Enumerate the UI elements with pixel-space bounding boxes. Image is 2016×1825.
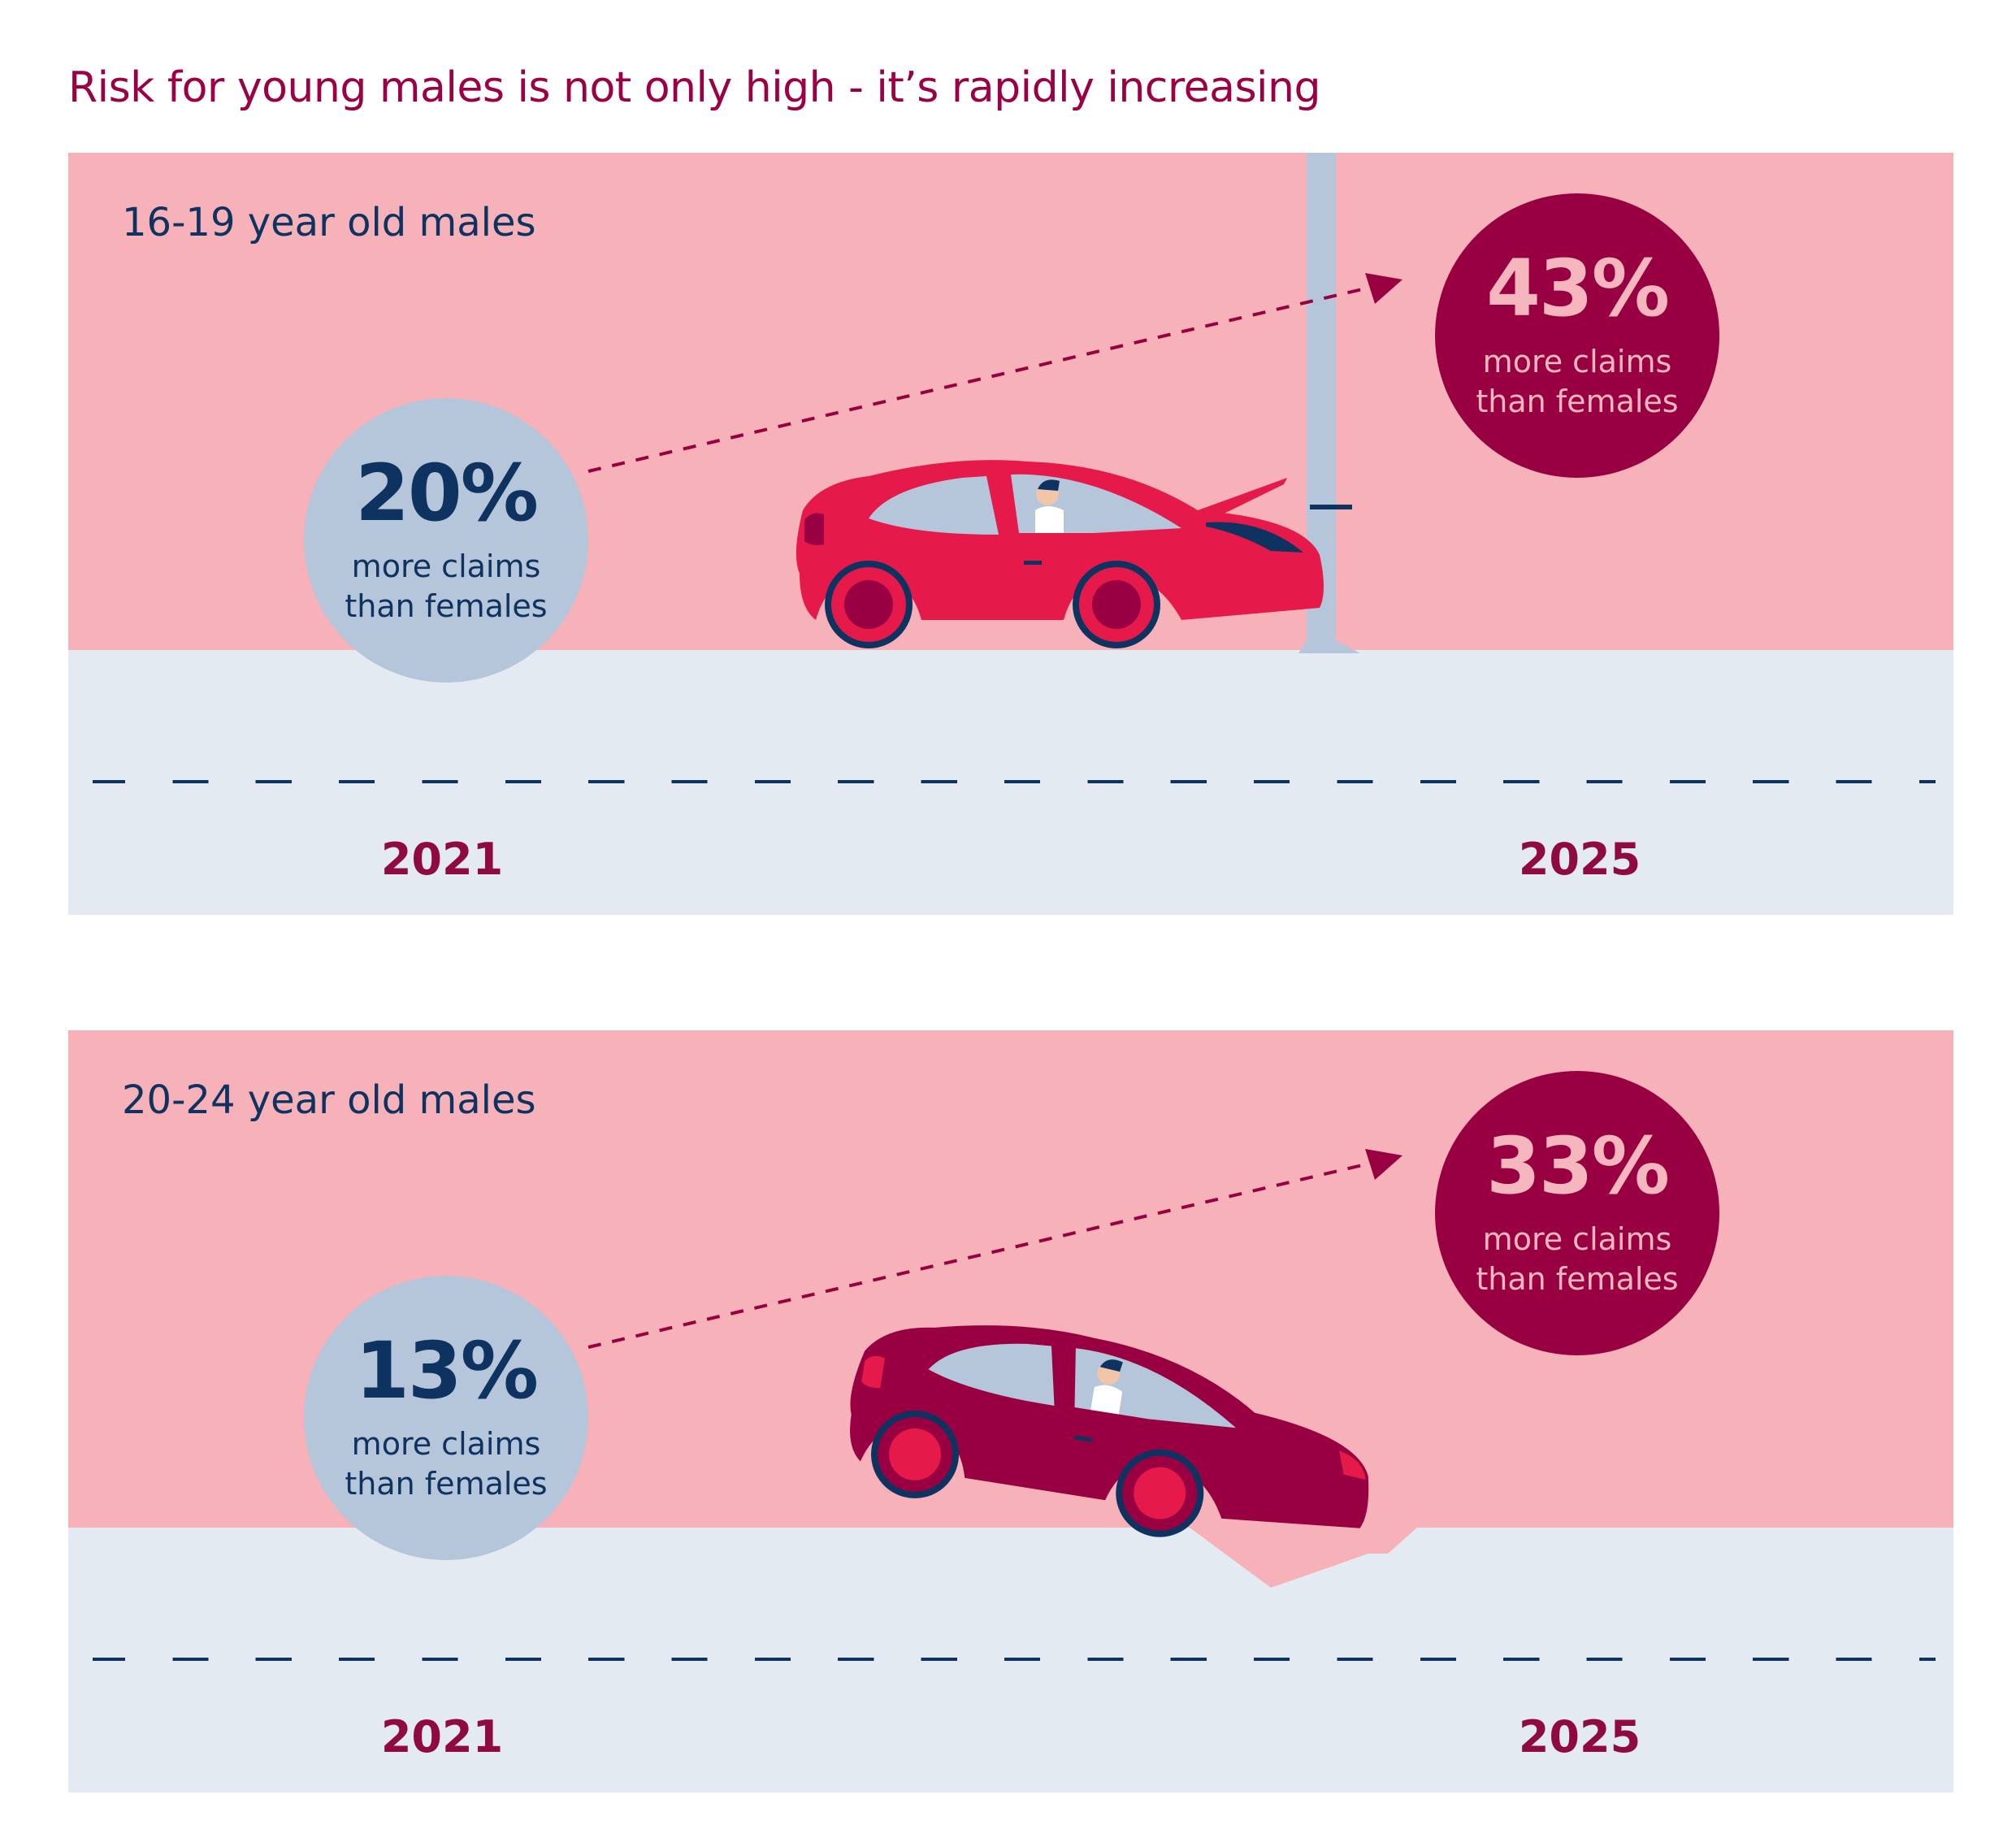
- page-title: Risk for young males is not only high - …: [68, 63, 1320, 112]
- end-description: more claims than females: [1476, 1220, 1678, 1300]
- desc-line-2: than females: [345, 1466, 548, 1502]
- end-percentage: 33%: [1486, 1120, 1670, 1212]
- start-description: more claims than females: [345, 1424, 547, 1505]
- desc-line-1: more claims: [1482, 343, 1672, 379]
- desc-line-1: more claims: [1482, 1220, 1672, 1257]
- start-description: more claims than females: [345, 547, 547, 627]
- end-description: more claims than females: [1476, 342, 1678, 423]
- lane-divider: [93, 1658, 1936, 1661]
- panel-20-24: 20-24 year old males 13% more claims tha…: [68, 1030, 1953, 1792]
- year-start: 2021: [380, 834, 504, 885]
- desc-line-1: more claims: [351, 1425, 541, 1462]
- trend-arrow-icon: [587, 1149, 1403, 1349]
- start-percentage: 13%: [355, 1324, 539, 1416]
- maroon-car-icon: [850, 1325, 1369, 1537]
- red-car-icon: [796, 460, 1324, 648]
- pothole-scene-illustration: [587, 1149, 1417, 1588]
- desc-line-1: more claims: [351, 548, 541, 584]
- desc-line-2: than females: [1476, 384, 1679, 419]
- desc-line-2: than females: [345, 588, 548, 624]
- end-stat-bubble: 33% more claims than females: [1435, 1071, 1719, 1355]
- end-percentage: 43%: [1486, 242, 1670, 334]
- crash-scene-illustration: [587, 153, 1403, 653]
- end-stat-bubble: 43% more claims than females: [1435, 193, 1719, 478]
- pothole-icon: [1190, 1528, 1417, 1588]
- desc-line-2: than females: [1476, 1261, 1679, 1297]
- lane-divider: [93, 780, 1936, 783]
- age-group-label: 20-24 year old males: [122, 1077, 536, 1123]
- start-stat-bubble: 20% more claims than females: [304, 398, 588, 683]
- age-group-label: 16-19 year old males: [122, 200, 536, 245]
- panel-16-19: 16-19 year old males 20% more claims tha…: [68, 153, 1953, 915]
- year-end: 2025: [1518, 834, 1641, 885]
- year-start: 2021: [380, 1711, 504, 1762]
- trend-arrow-icon: [587, 273, 1403, 473]
- start-percentage: 20%: [355, 447, 539, 539]
- start-stat-bubble: 13% more claims than females: [304, 1276, 588, 1560]
- year-end: 2025: [1518, 1711, 1641, 1762]
